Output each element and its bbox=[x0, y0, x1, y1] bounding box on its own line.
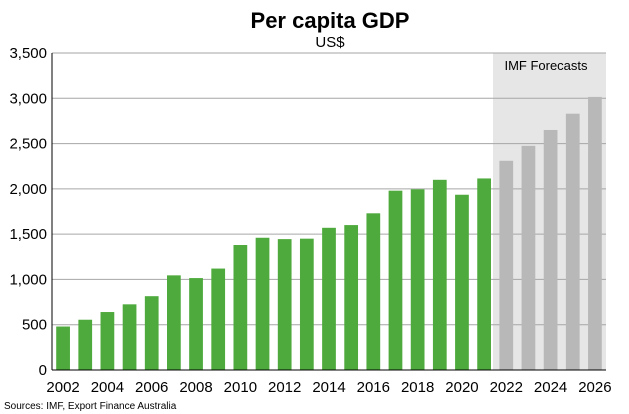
bar-actual-2011 bbox=[255, 237, 270, 370]
x-tick-label: 2026 bbox=[578, 379, 611, 396]
bar-actual-2014 bbox=[322, 227, 336, 370]
bar-forecast-2026 bbox=[588, 96, 602, 371]
x-tick-label: 2004 bbox=[91, 379, 124, 396]
bar-actual-2006 bbox=[144, 296, 159, 370]
bar-forecast-2025 bbox=[565, 113, 580, 370]
y-tick-label: 2,500 bbox=[9, 136, 47, 153]
forecast-label: IMF Forecasts bbox=[504, 58, 588, 73]
x-tick-label: 2018 bbox=[401, 379, 434, 396]
bar-actual-2009 bbox=[211, 268, 226, 370]
chart-subtitle: US$ bbox=[315, 34, 345, 51]
bar-forecast-2024 bbox=[543, 129, 558, 370]
bar-actual-2013 bbox=[299, 238, 314, 370]
bar-actual-2004 bbox=[100, 312, 115, 370]
source-note: Sources: IMF, Export Finance Australia bbox=[4, 401, 177, 412]
bar-actual-2012 bbox=[277, 239, 292, 370]
bar-actual-2008 bbox=[189, 278, 203, 370]
bar-actual-2002 bbox=[56, 326, 70, 370]
x-tick-label: 2006 bbox=[135, 379, 168, 396]
x-tick-label: 2012 bbox=[268, 379, 301, 396]
bar-actual-2019 bbox=[432, 179, 447, 370]
bar-actual-2015 bbox=[344, 225, 359, 370]
bar-actual-2021 bbox=[477, 178, 491, 370]
bar-actual-2016 bbox=[366, 213, 381, 370]
x-tick-label: 2010 bbox=[224, 379, 257, 396]
x-tick-label: 2016 bbox=[357, 379, 390, 396]
y-tick-label: 500 bbox=[22, 317, 47, 334]
bar-forecast-2023 bbox=[521, 145, 536, 370]
y-tick-label: 2,000 bbox=[9, 181, 47, 198]
y-tick-label: 1,500 bbox=[9, 226, 47, 243]
bar-actual-2018 bbox=[410, 189, 425, 370]
bar-actual-2017 bbox=[388, 190, 403, 370]
bar-actual-2010 bbox=[233, 245, 248, 370]
y-tick-label: 3,000 bbox=[9, 90, 47, 107]
bar-forecast-2022 bbox=[499, 160, 514, 370]
y-tick-label: 0 bbox=[39, 362, 47, 379]
x-tick-label: 2008 bbox=[179, 379, 212, 396]
bar-actual-2003 bbox=[78, 319, 93, 370]
x-tick-label: 2014 bbox=[312, 379, 345, 396]
y-tick-label: 3,500 bbox=[9, 45, 47, 62]
chart-title: Per capita GDP bbox=[251, 8, 410, 33]
x-tick-label: 2022 bbox=[490, 379, 523, 396]
x-tick-label: 2002 bbox=[46, 379, 79, 396]
y-tick-label: 1,000 bbox=[9, 271, 47, 288]
x-tick-label: 2024 bbox=[534, 379, 567, 396]
bar-actual-2020 bbox=[455, 194, 469, 370]
bar-actual-2007 bbox=[167, 275, 181, 370]
bar-actual-2005 bbox=[122, 304, 137, 370]
x-tick-label: 2020 bbox=[445, 379, 478, 396]
